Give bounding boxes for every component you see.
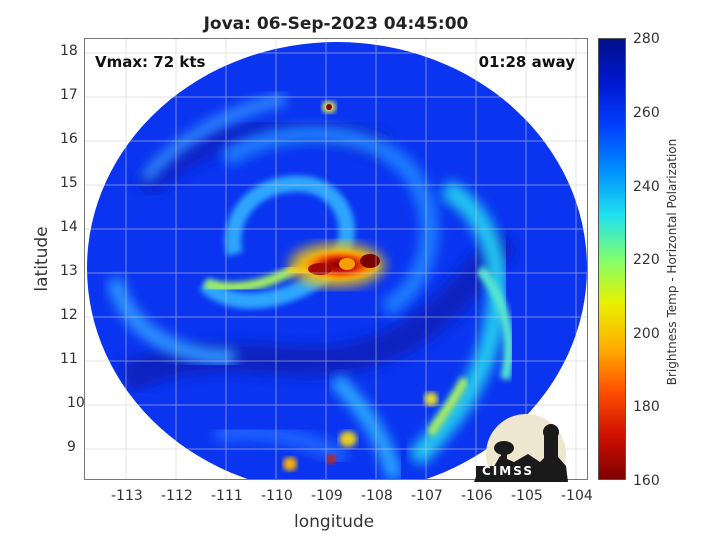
colorbar-label: Brightness Temp - Horizontal Polarizatio…	[665, 138, 679, 386]
x-tick: -104	[561, 488, 593, 504]
x-tick: -106	[461, 488, 493, 504]
y-axis-label: latitude	[32, 226, 52, 292]
x-tick: -112	[161, 488, 193, 504]
time-away-label: 01:28 away	[478, 53, 575, 71]
x-tick: -113	[111, 488, 143, 504]
y-tick: 12	[60, 307, 78, 323]
x-axis-label: longitude	[294, 512, 375, 532]
colorbar-tick: 280	[633, 31, 660, 47]
colorbar-tick: 240	[633, 179, 660, 195]
y-tick: 11	[60, 351, 78, 367]
y-tick: 17	[60, 87, 78, 103]
y-tick: 15	[60, 175, 78, 191]
plot-area: Vmax: 72 kts 01:28 away	[84, 38, 588, 480]
grid	[85, 39, 587, 479]
y-tick: 13	[60, 263, 78, 279]
colorbar-tick: 260	[633, 105, 660, 121]
colorbar-tick: 220	[633, 252, 660, 268]
x-tick: -109	[311, 488, 343, 504]
colorbar-tick: 160	[633, 473, 660, 489]
x-tick: -108	[361, 488, 393, 504]
colorbar	[598, 38, 626, 480]
y-tick: 9	[67, 439, 76, 455]
vmax-label: Vmax: 72 kts	[95, 53, 206, 71]
y-tick: 10	[67, 395, 85, 411]
x-tick: -110	[261, 488, 293, 504]
microwave-imagery	[85, 39, 587, 479]
colorbar-tick: 200	[633, 326, 660, 342]
cimss-logo-text: CIMSS	[482, 464, 534, 478]
x-tick: -111	[211, 488, 243, 504]
chart-title: Jova: 06-Sep-2023 04:45:00	[203, 14, 469, 34]
y-tick: 14	[60, 219, 78, 235]
y-tick: 18	[60, 43, 78, 59]
y-tick: 16	[60, 131, 78, 147]
colorbar-tick: 180	[633, 399, 660, 415]
x-tick: -105	[511, 488, 543, 504]
cimss-logo	[474, 414, 568, 482]
x-tick: -107	[411, 488, 443, 504]
